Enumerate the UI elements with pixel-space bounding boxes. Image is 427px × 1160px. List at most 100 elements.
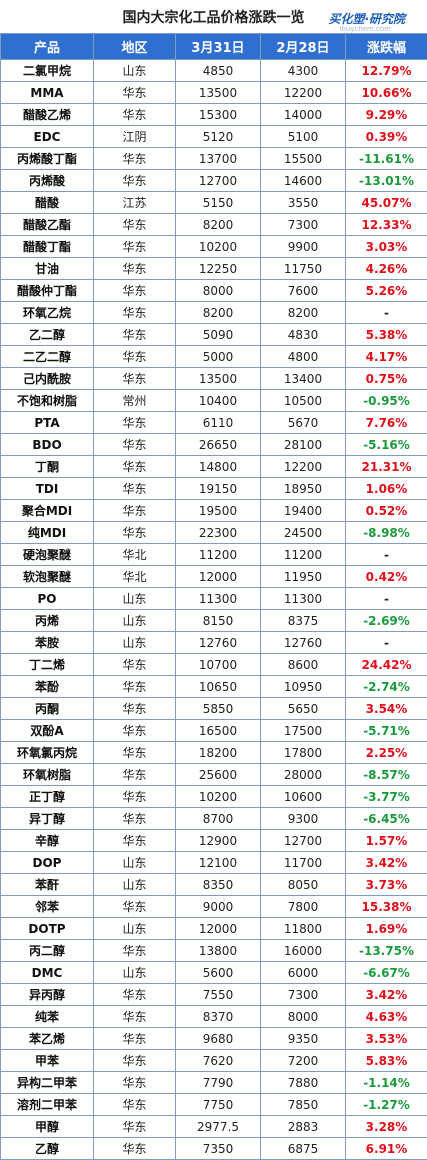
region-cell: 华东 [94, 368, 176, 390]
product-cell: 苯胺 [1, 632, 94, 654]
region-cell: 华东 [94, 1094, 176, 1116]
product-cell: EDC [1, 126, 94, 148]
product-cell: 异丁醇 [1, 808, 94, 830]
product-cell: DMC [1, 962, 94, 984]
change-cell: -5.71% [346, 720, 427, 742]
product-cell: 甲醇 [1, 1116, 94, 1138]
feb28-price-cell: 8000 [261, 1006, 346, 1028]
mar31-price-cell: 13800 [176, 940, 261, 962]
feb28-price-cell: 2883 [261, 1116, 346, 1138]
product-cell: DOP [1, 852, 94, 874]
change-cell: 2.25% [346, 742, 427, 764]
table-header-row: 产品 地区 3月31日 2月28日 涨跌幅 [1, 34, 427, 60]
region-cell: 华东 [94, 984, 176, 1006]
mar31-price-cell: 11300 [176, 588, 261, 610]
region-cell: 华东 [94, 236, 176, 258]
region-cell: 华东 [94, 720, 176, 742]
change-cell: -11.61% [346, 148, 427, 170]
change-cell: -1.14% [346, 1072, 427, 1094]
mar31-price-cell: 5850 [176, 698, 261, 720]
feb28-price-cell: 12200 [261, 82, 346, 104]
region-cell: 江苏 [94, 192, 176, 214]
feb28-price-cell: 5650 [261, 698, 346, 720]
product-cell: 双酚A [1, 720, 94, 742]
change-cell: 3.53% [346, 1028, 427, 1050]
feb28-price-cell: 7600 [261, 280, 346, 302]
mar31-price-cell: 10650 [176, 676, 261, 698]
change-cell: 1.69% [346, 918, 427, 940]
mar31-price-cell: 7350 [176, 1138, 261, 1160]
feb28-price-cell: 5670 [261, 412, 346, 434]
region-cell: 华东 [94, 698, 176, 720]
feb28-price-cell: 19400 [261, 500, 346, 522]
product-cell: 甘油 [1, 258, 94, 280]
feb28-price-cell: 8050 [261, 874, 346, 896]
region-cell: 华东 [94, 170, 176, 192]
region-cell: 华东 [94, 280, 176, 302]
mar31-price-cell: 8200 [176, 302, 261, 324]
product-cell: PTA [1, 412, 94, 434]
region-cell: 华东 [94, 896, 176, 918]
feb28-price-cell: 13400 [261, 368, 346, 390]
change-cell: -6.45% [346, 808, 427, 830]
change-cell: 9.29% [346, 104, 427, 126]
feb28-price-cell: 15500 [261, 148, 346, 170]
mar31-price-cell: 19500 [176, 500, 261, 522]
region-cell: 江阴 [94, 126, 176, 148]
mar31-price-cell: 10400 [176, 390, 261, 412]
region-cell: 华东 [94, 764, 176, 786]
product-cell: 醋酸 [1, 192, 94, 214]
product-cell: 正丁醇 [1, 786, 94, 808]
feb28-price-cell: 11200 [261, 544, 346, 566]
mar31-price-cell: 13700 [176, 148, 261, 170]
product-cell: 醋酸仲丁酯 [1, 280, 94, 302]
product-cell: DOTP [1, 918, 94, 940]
region-cell: 华东 [94, 742, 176, 764]
feb28-price-cell: 7800 [261, 896, 346, 918]
change-cell: 5.26% [346, 280, 427, 302]
region-cell: 华东 [94, 676, 176, 698]
product-cell: 丙二醇 [1, 940, 94, 962]
change-cell: 5.38% [346, 324, 427, 346]
watermark: ibuychem.com [339, 25, 391, 33]
region-cell: 华东 [94, 148, 176, 170]
product-cell: 丙烯 [1, 610, 94, 632]
product-cell: 丙酮 [1, 698, 94, 720]
change-cell: 1.57% [346, 830, 427, 852]
feb28-price-cell: 6000 [261, 962, 346, 984]
product-cell: MMA [1, 82, 94, 104]
mar31-price-cell: 5000 [176, 346, 261, 368]
mar31-price-cell: 13500 [176, 368, 261, 390]
product-cell: 溶剂二甲苯 [1, 1094, 94, 1116]
mar31-price-cell: 7750 [176, 1094, 261, 1116]
feb28-price-cell: 14600 [261, 170, 346, 192]
mar31-price-cell: 11200 [176, 544, 261, 566]
change-cell: 21.31% [346, 456, 427, 478]
product-cell: 丁酮 [1, 456, 94, 478]
product-cell: 苯酚 [1, 676, 94, 698]
product-cell: 己内酰胺 [1, 368, 94, 390]
change-cell: -8.57% [346, 764, 427, 786]
product-cell: 乙二醇 [1, 324, 94, 346]
feb28-price-cell: 12200 [261, 456, 346, 478]
product-cell: 环氧树脂 [1, 764, 94, 786]
change-cell: -13.75% [346, 940, 427, 962]
